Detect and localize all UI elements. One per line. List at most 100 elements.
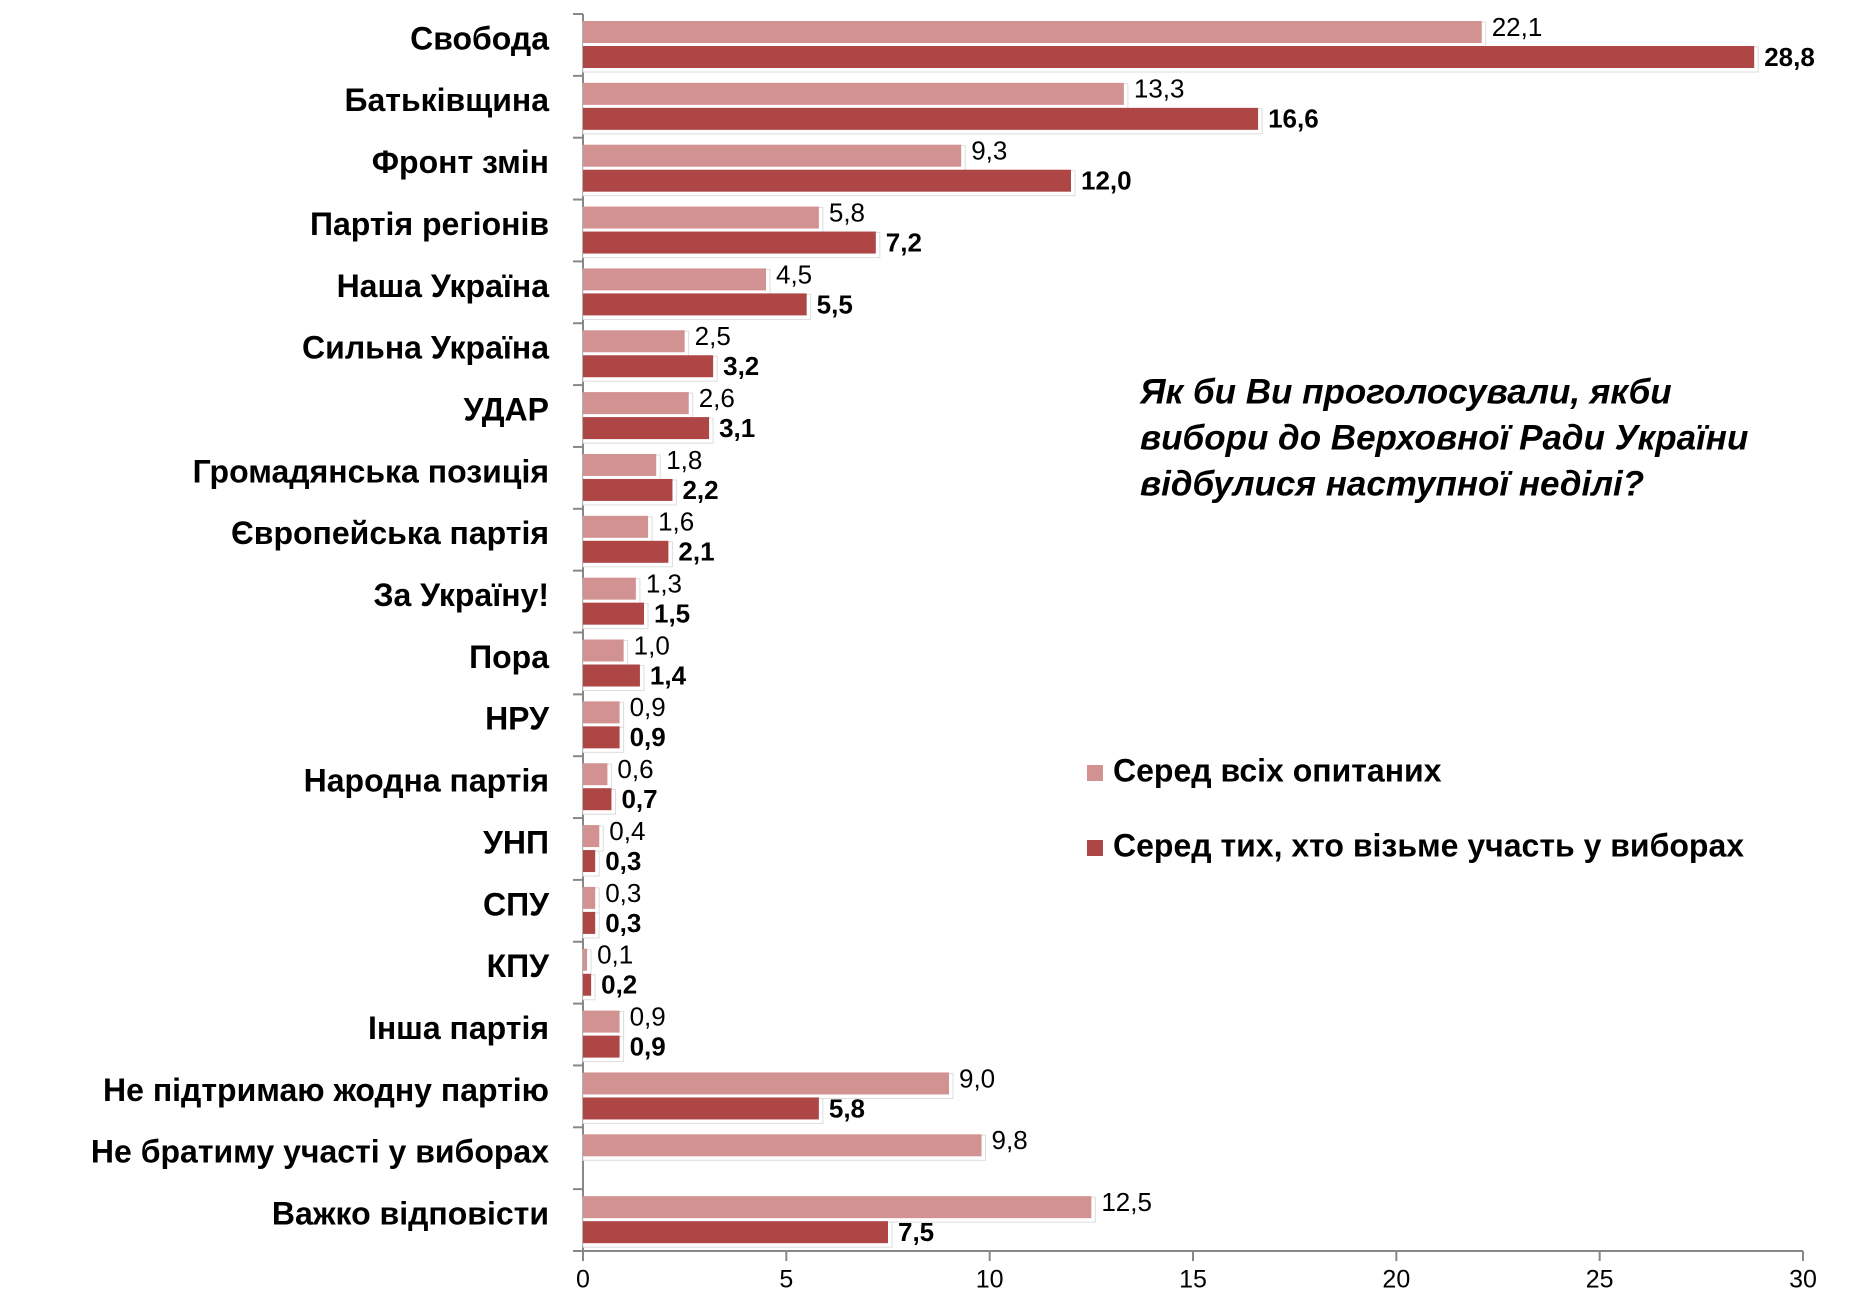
legend-swatch [1087, 765, 1103, 781]
bar [583, 1097, 819, 1120]
bar [583, 330, 685, 353]
category-label: Свобода [410, 20, 549, 56]
data-label: 0,9 [630, 1001, 666, 1031]
data-label: 0,3 [605, 878, 641, 908]
bar [583, 46, 1755, 68]
data-label: 0,3 [605, 908, 641, 938]
data-label: 1,6 [658, 507, 694, 537]
data-label: 0,9 [630, 692, 666, 722]
data-label: 2,2 [682, 475, 718, 505]
bar [583, 639, 624, 662]
data-label: 28,8 [1764, 42, 1815, 72]
bar [583, 540, 669, 563]
annotation: відбулися наступної неділі? [1140, 464, 1644, 503]
category-label: НРУ [485, 701, 550, 737]
category-label: Наша Україна [337, 268, 550, 304]
bar [583, 948, 588, 971]
data-label: 5,8 [829, 197, 865, 227]
bar [583, 1010, 620, 1033]
data-label: 0,6 [617, 754, 653, 784]
bar [583, 726, 620, 749]
bar [583, 973, 592, 996]
data-label: 2,5 [695, 321, 731, 351]
data-label: 4,5 [776, 259, 812, 289]
data-label: 2,1 [678, 537, 714, 567]
bar [583, 763, 608, 786]
data-label: 1,4 [650, 660, 687, 690]
data-label: 9,0 [959, 1063, 995, 1093]
bar [583, 355, 714, 378]
data-label: 1,5 [654, 599, 690, 629]
x-tick-label: 5 [779, 1266, 793, 1294]
data-label: 0,1 [597, 940, 633, 970]
bar [583, 515, 649, 538]
data-label: 9,8 [992, 1125, 1028, 1155]
data-label: 0,9 [630, 1031, 666, 1061]
bar [583, 478, 673, 501]
bar [583, 1221, 888, 1244]
data-label: 5,8 [829, 1093, 865, 1123]
x-tick-label: 20 [1382, 1266, 1410, 1294]
data-label: 1,3 [646, 569, 682, 599]
category-label: КПУ [487, 948, 551, 984]
bar [583, 82, 1124, 105]
data-label: 0,2 [601, 970, 637, 1000]
bar [583, 392, 689, 415]
data-label: 1,8 [666, 445, 702, 475]
category-label: УДАР [463, 391, 549, 427]
category-label: Сильна Україна [302, 330, 549, 366]
data-label: 0,9 [630, 722, 666, 752]
bar [583, 453, 657, 476]
bar [583, 21, 1482, 43]
annotation: Як би Ви проголосували, якби [1139, 372, 1672, 411]
bar [583, 701, 620, 724]
x-tick-label: 30 [1789, 1266, 1817, 1294]
category-label: Батьківщина [344, 82, 549, 118]
data-label: 5,5 [817, 289, 853, 319]
category-label: За Україну! [373, 577, 549, 613]
data-label: 7,2 [886, 227, 922, 257]
category-label: Фронт змін [372, 144, 549, 180]
data-label: 13,3 [1134, 74, 1185, 104]
category-label: Партія регіонів [310, 206, 549, 242]
x-tick-label: 15 [1179, 1266, 1207, 1294]
category-label: Європейська партія [231, 515, 549, 551]
bar [583, 169, 1071, 192]
category-label: Громадянська позиція [193, 453, 549, 489]
bar [583, 231, 876, 254]
data-label: 9,3 [971, 136, 1007, 166]
data-label: 3,1 [719, 413, 755, 443]
bar [583, 825, 600, 848]
legend-label: Серед тих, хто візьме участь у виборах [1113, 827, 1744, 863]
bar [583, 602, 644, 625]
category-label: Інша партія [368, 1010, 549, 1046]
x-tick-label: 25 [1586, 1266, 1614, 1294]
bar [583, 1035, 620, 1058]
category-label: Не підтримаю жодну партію [103, 1072, 549, 1108]
bar [583, 577, 636, 600]
category-label: УНП [483, 824, 549, 860]
data-label: 7,5 [898, 1217, 934, 1247]
data-label: 1,0 [634, 630, 670, 660]
legend-swatch [1087, 840, 1103, 856]
bar [583, 144, 962, 167]
category-label: Пора [469, 639, 549, 675]
data-label: 3,2 [723, 351, 759, 381]
bar [583, 206, 819, 229]
bar [583, 1134, 982, 1157]
legend-label: Серед всіх опитаних [1113, 752, 1442, 788]
category-label: Важко відповісти [272, 1196, 549, 1232]
category-label: СПУ [483, 886, 550, 922]
data-label: 22,1 [1492, 12, 1543, 42]
category-label: Народна партія [304, 763, 549, 799]
bar [583, 1072, 949, 1095]
data-label: 12,0 [1081, 166, 1132, 196]
bar [583, 886, 596, 909]
bar [583, 293, 807, 316]
data-label: 12,5 [1101, 1187, 1152, 1217]
data-label: 0,3 [605, 846, 641, 876]
bar [583, 911, 596, 934]
bar [583, 268, 766, 291]
bar [583, 850, 596, 873]
